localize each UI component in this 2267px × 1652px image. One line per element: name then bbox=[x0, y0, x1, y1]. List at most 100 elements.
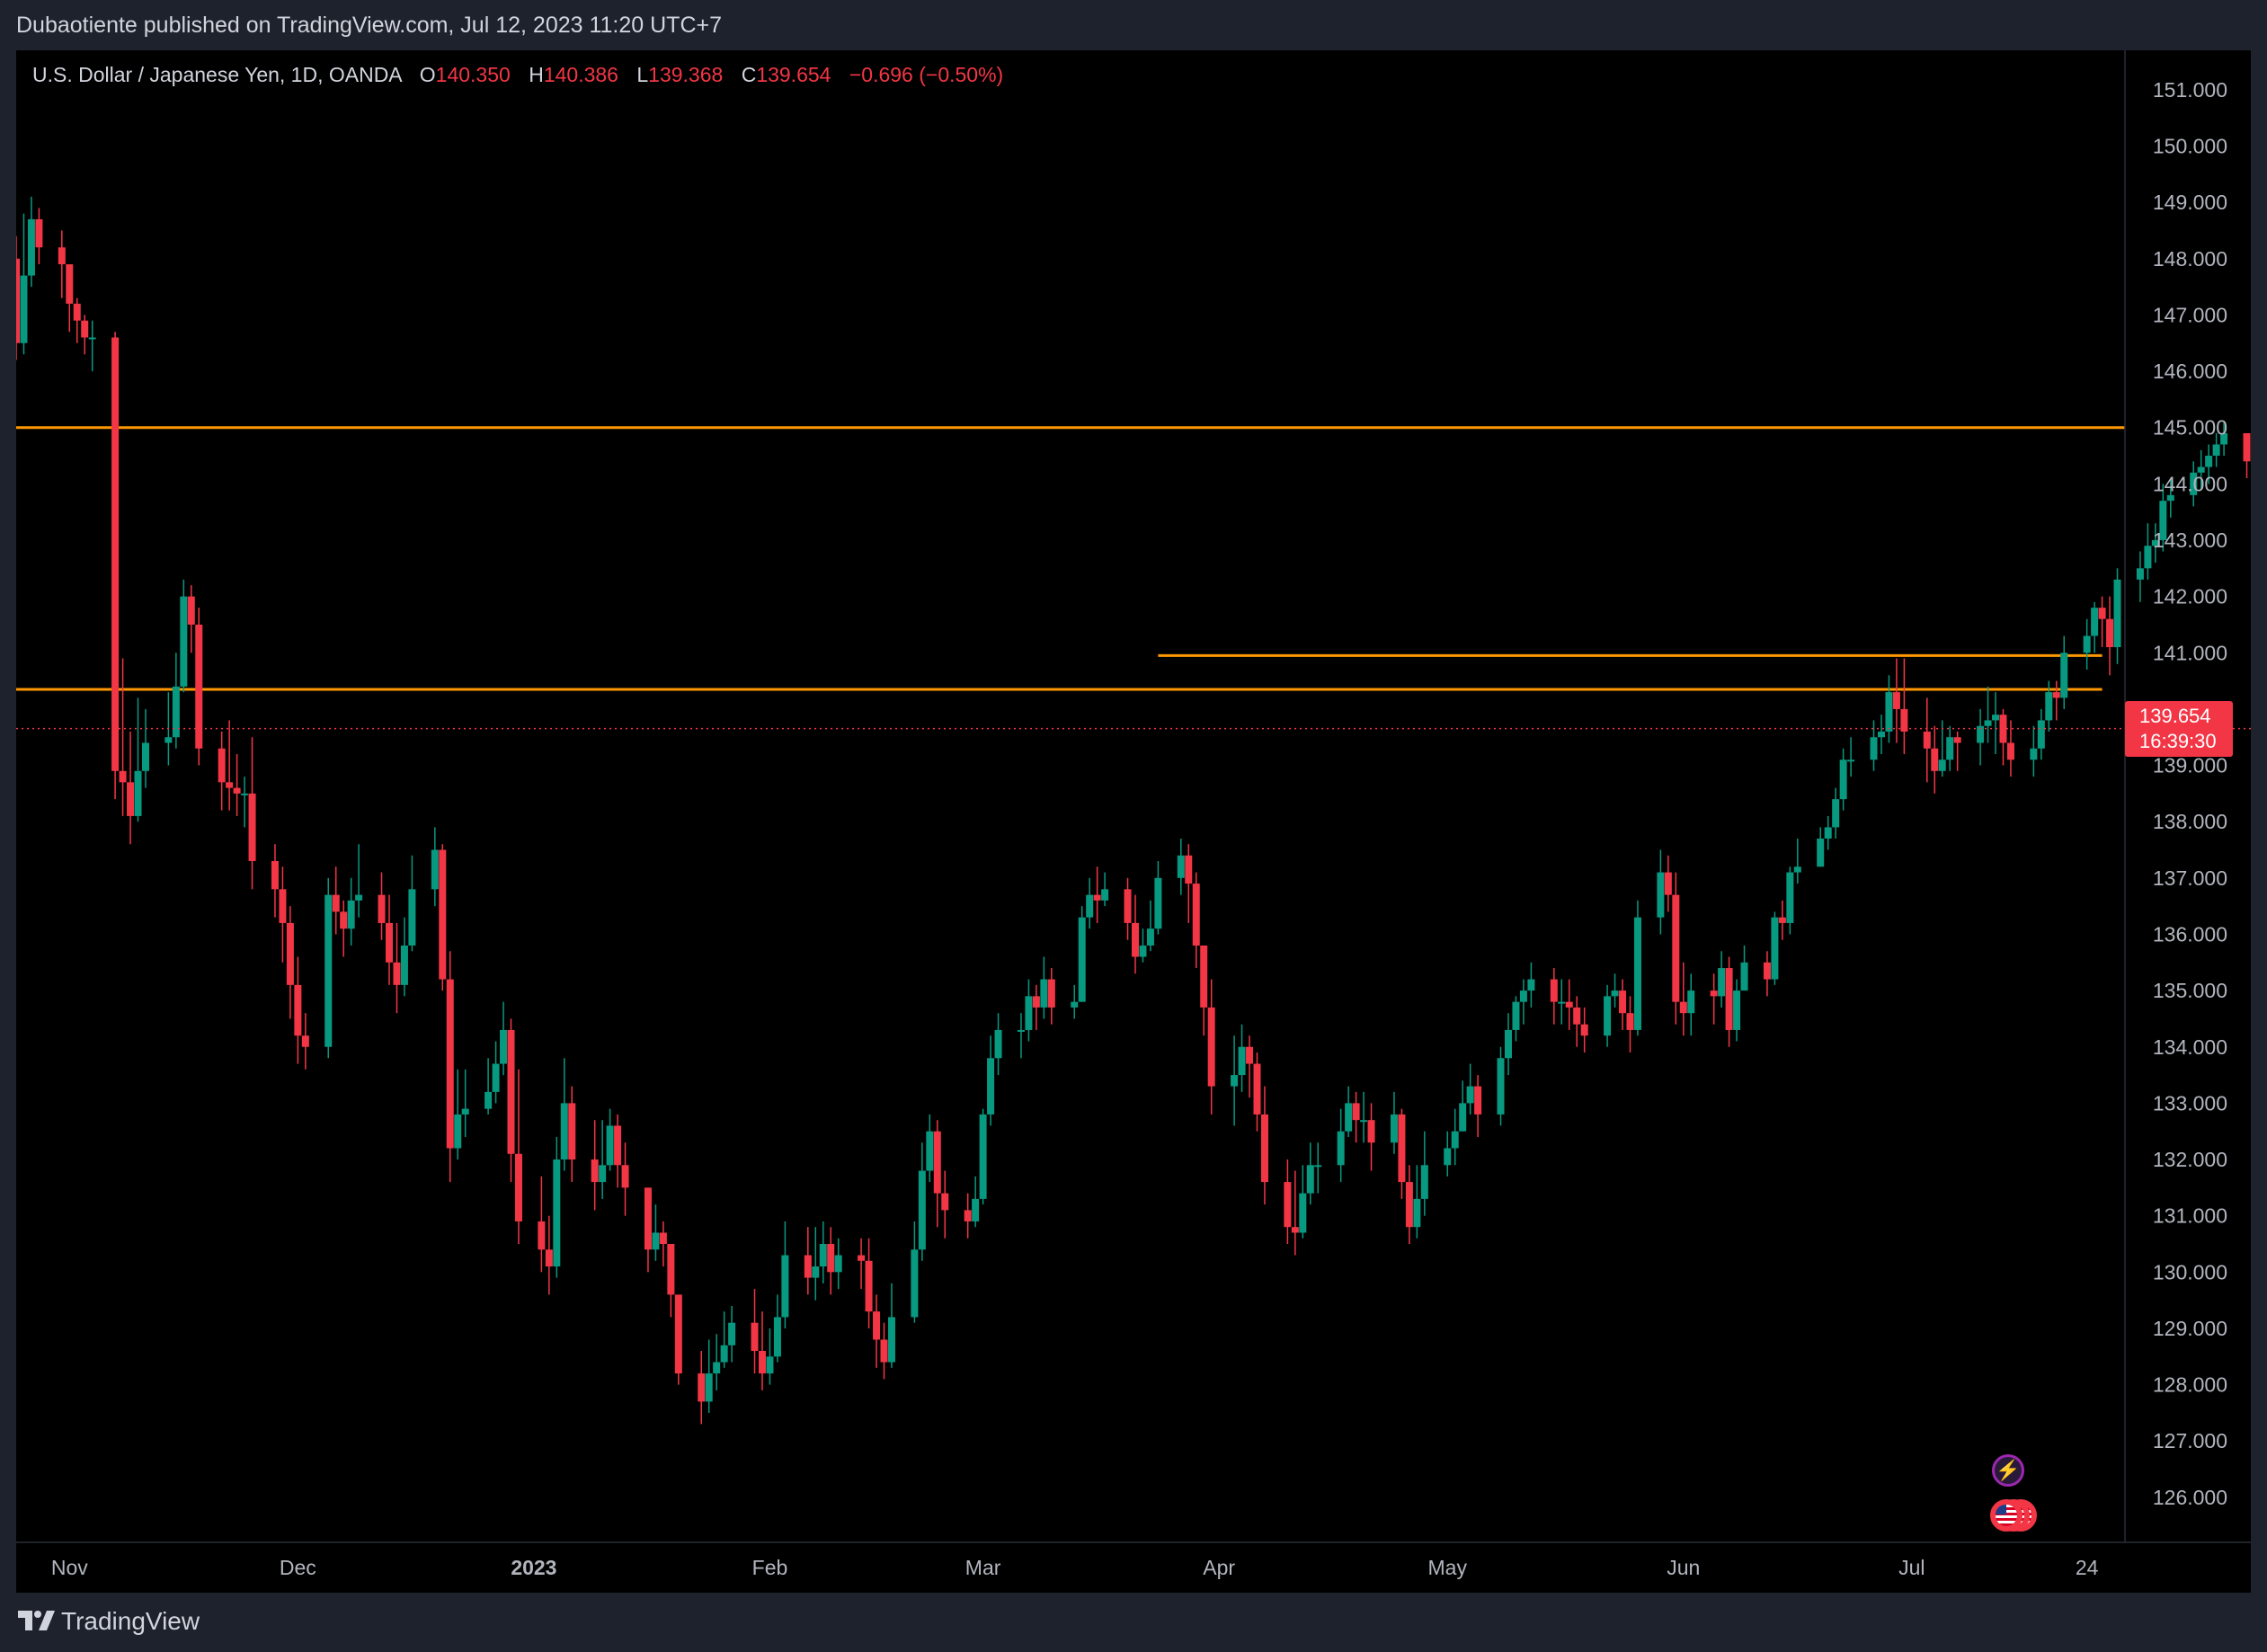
candle-body bbox=[1626, 1013, 1634, 1030]
candle-body bbox=[1558, 1001, 1566, 1004]
candle bbox=[979, 1108, 987, 1205]
candle bbox=[606, 1108, 614, 1171]
price-axis[interactable]: 151.000 150.000 149.000 148.000 147.000 146.0… bbox=[2124, 50, 2227, 1542]
candle bbox=[271, 844, 279, 918]
candle bbox=[1580, 1007, 1588, 1053]
change-value: −0.696 (−0.50%) bbox=[849, 63, 1004, 86]
candle bbox=[659, 1221, 667, 1267]
candle bbox=[1977, 708, 1985, 766]
candle-body bbox=[1892, 692, 1900, 709]
candle bbox=[1139, 928, 1147, 963]
high-value: 140.386 bbox=[543, 63, 618, 86]
candle-body bbox=[16, 258, 20, 343]
candle-body bbox=[667, 1244, 675, 1295]
candle bbox=[73, 298, 81, 343]
candle bbox=[1999, 708, 2007, 766]
candle bbox=[294, 956, 302, 1064]
time-axis[interactable]: Nov Dec 2023 Feb Mar Apr May Jun Jul 24 bbox=[16, 1541, 2251, 1579]
lightning-icon[interactable]: ⚡ bbox=[1992, 1454, 2024, 1487]
candle bbox=[1519, 979, 1527, 1025]
candle bbox=[385, 894, 393, 985]
candle-body bbox=[2052, 692, 2060, 698]
candle bbox=[1078, 906, 1086, 1002]
candle bbox=[2030, 725, 2038, 777]
candle-body bbox=[880, 1339, 888, 1363]
candle bbox=[1931, 725, 1939, 794]
candle-body bbox=[987, 1058, 995, 1115]
candle bbox=[1984, 686, 1992, 743]
candle bbox=[1101, 872, 1109, 907]
candles bbox=[16, 196, 2251, 1425]
candle bbox=[1337, 1108, 1345, 1183]
candle-body bbox=[560, 1103, 568, 1160]
candle-body bbox=[918, 1170, 926, 1250]
candle-body bbox=[226, 782, 234, 788]
candle-body bbox=[1931, 748, 1939, 771]
candle-body bbox=[2190, 472, 2198, 495]
candle bbox=[2159, 484, 2167, 552]
candle-body bbox=[324, 894, 333, 1047]
candle bbox=[1200, 946, 1208, 1036]
candle-body bbox=[887, 1317, 895, 1363]
horizontal-levels bbox=[16, 426, 2125, 691]
candle-body bbox=[1672, 894, 1680, 1002]
candle bbox=[378, 872, 386, 940]
candle bbox=[141, 708, 149, 788]
candle-body bbox=[751, 1322, 759, 1352]
candlestick-chart[interactable]: 151.000 150.000 149.000 148.000 147.000 146.0… bbox=[16, 50, 2251, 1593]
candle bbox=[1246, 1035, 1254, 1098]
candle-body bbox=[1793, 866, 1801, 873]
candle-body bbox=[1299, 1193, 1307, 1233]
candle-body bbox=[385, 922, 393, 963]
candle-body bbox=[1413, 1198, 1421, 1228]
candle bbox=[2190, 461, 2198, 507]
candle-body bbox=[1633, 917, 1641, 1030]
candle-body bbox=[1017, 1029, 1025, 1032]
last-price-value: 139.654 bbox=[2139, 705, 2211, 727]
candle-body bbox=[614, 1125, 622, 1166]
candle-body bbox=[674, 1294, 682, 1374]
candle-body bbox=[1405, 1182, 1413, 1228]
price-tick-label: 139.000 bbox=[2153, 754, 2227, 777]
candle bbox=[933, 1120, 941, 1228]
candle bbox=[301, 1013, 309, 1070]
candle-body bbox=[27, 218, 35, 276]
chart-pane[interactable] bbox=[16, 50, 2251, 1593]
candle-body bbox=[1740, 962, 1748, 991]
candle bbox=[1664, 855, 1672, 912]
candle bbox=[918, 1142, 926, 1261]
tradingview-logo-icon[interactable] bbox=[16, 1607, 56, 1634]
candle bbox=[1619, 979, 1627, 1030]
candle bbox=[233, 754, 241, 816]
us-flag-icon[interactable] bbox=[1990, 1499, 2023, 1532]
candle bbox=[1657, 849, 1665, 935]
time-tick-label: May bbox=[1428, 1556, 1468, 1579]
price-tick-label: 141.000 bbox=[2153, 641, 2227, 664]
candle bbox=[248, 737, 256, 890]
candle bbox=[2166, 478, 2174, 518]
candle-body bbox=[1992, 715, 2000, 721]
price-tick-label: 145.000 bbox=[2153, 416, 2227, 440]
candle-body bbox=[1390, 1114, 1398, 1143]
candle bbox=[514, 1069, 522, 1244]
candle bbox=[66, 264, 74, 333]
candle bbox=[720, 1311, 728, 1368]
brand-name[interactable]: TradingView bbox=[61, 1607, 200, 1635]
candle-body bbox=[1284, 1182, 1292, 1228]
candle bbox=[1284, 1159, 1292, 1244]
candle-body bbox=[933, 1131, 941, 1194]
candle bbox=[1017, 1013, 1025, 1059]
candle-body bbox=[1246, 1046, 1254, 1064]
candle-body bbox=[408, 889, 416, 946]
candle-body bbox=[644, 1187, 652, 1250]
candle bbox=[1611, 973, 1619, 1008]
candle-body bbox=[773, 1317, 781, 1357]
candle-body bbox=[180, 596, 188, 687]
candle-body bbox=[439, 849, 447, 980]
candle bbox=[2212, 432, 2220, 467]
candle bbox=[2045, 680, 2053, 732]
candle-body bbox=[514, 1153, 522, 1221]
price-tick-label: 132.000 bbox=[2153, 1148, 2227, 1171]
price-tick-label: 147.000 bbox=[2153, 303, 2227, 326]
candle-body bbox=[127, 782, 135, 816]
